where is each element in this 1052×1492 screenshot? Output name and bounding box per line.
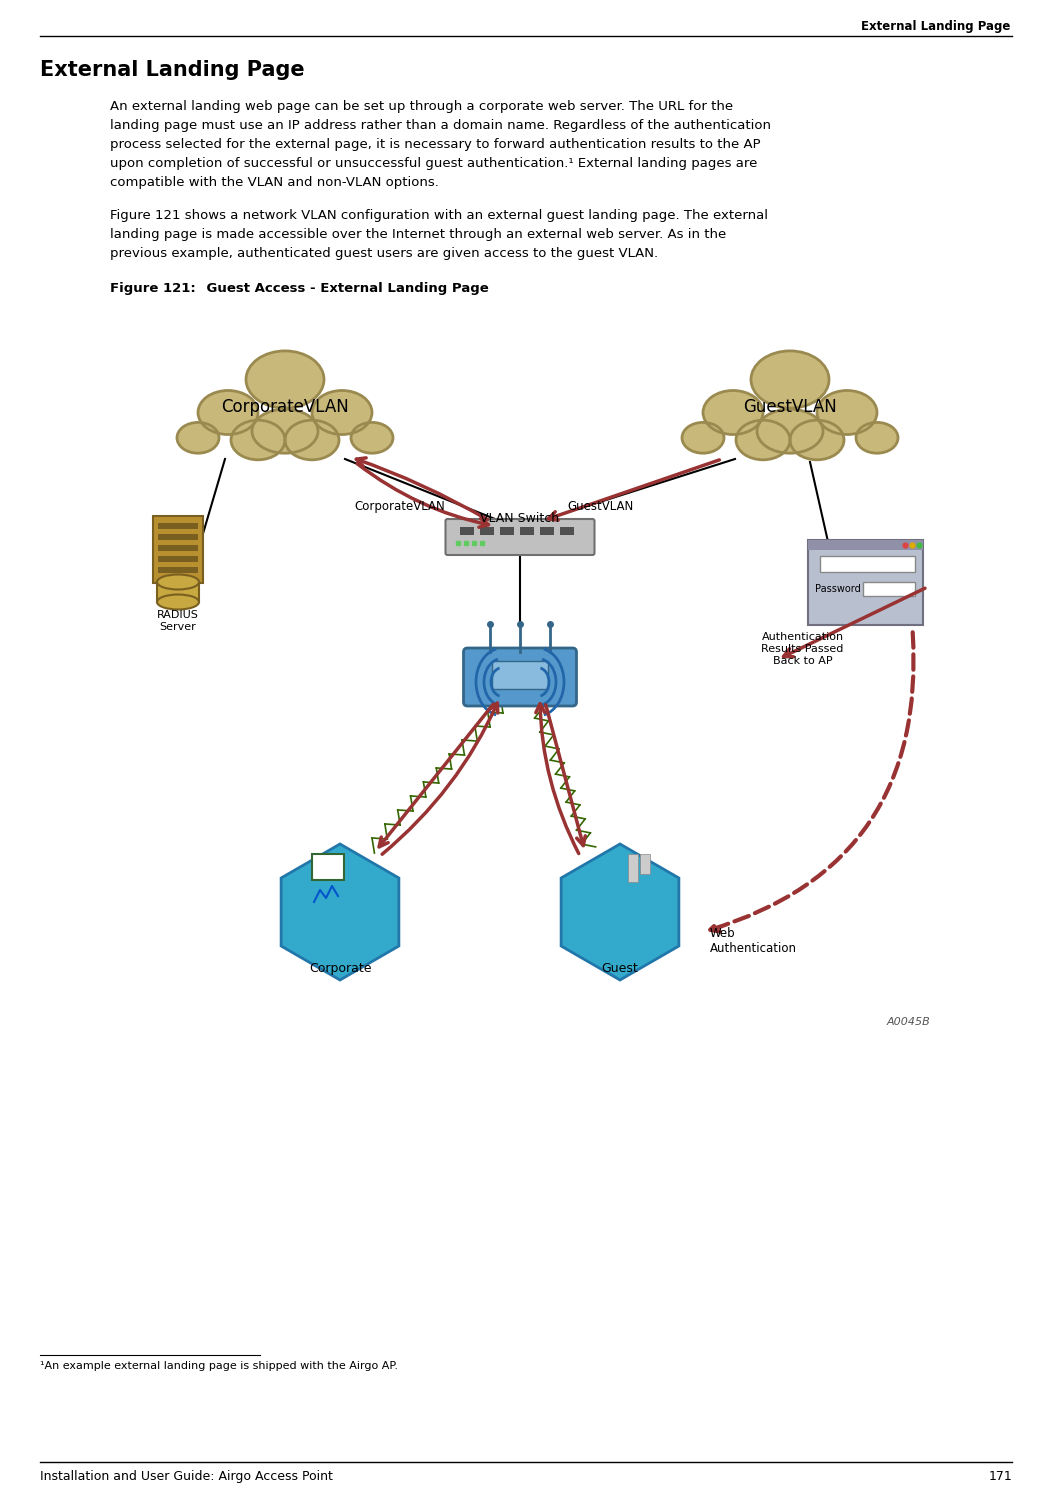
Bar (480, 527, 493, 536)
Bar (157, 582, 199, 601)
Text: Corporate: Corporate (308, 962, 371, 974)
FancyBboxPatch shape (153, 516, 203, 583)
Bar (808, 540, 923, 549)
Ellipse shape (682, 422, 724, 454)
Text: process selected for the external page, it is necessary to forward authenticatio: process selected for the external page, … (110, 137, 761, 151)
Ellipse shape (312, 391, 372, 434)
Bar (460, 527, 473, 536)
Ellipse shape (231, 421, 285, 460)
Text: 171: 171 (988, 1470, 1012, 1483)
Text: Authentication
Results Passed
Back to AP: Authentication Results Passed Back to AP (762, 633, 844, 665)
Bar (520, 527, 533, 536)
Bar (312, 853, 344, 880)
Text: A0045B: A0045B (886, 1018, 930, 1026)
FancyBboxPatch shape (445, 519, 594, 555)
Ellipse shape (351, 422, 393, 454)
Ellipse shape (252, 409, 318, 454)
Ellipse shape (157, 574, 199, 589)
Bar (158, 545, 198, 551)
Text: GuestVLAN: GuestVLAN (567, 500, 633, 513)
Text: VLAN Switch: VLAN Switch (481, 512, 560, 525)
Text: Installation and User Guide: Airgo Access Point: Installation and User Guide: Airgo Acces… (40, 1470, 332, 1483)
Bar (640, 853, 650, 874)
Text: upon completion of successful or unsuccessful guest authentication.¹ External la: upon completion of successful or unsucce… (110, 157, 757, 170)
Text: Figure 121:: Figure 121: (110, 282, 196, 295)
Bar (492, 661, 548, 689)
Bar (628, 853, 638, 882)
Ellipse shape (817, 391, 877, 434)
Text: Figure 121 shows a network VLAN configuration with an external guest landing pag: Figure 121 shows a network VLAN configur… (110, 209, 768, 222)
Text: External Landing Page: External Landing Page (40, 60, 305, 81)
Bar (863, 582, 914, 595)
FancyBboxPatch shape (808, 540, 923, 625)
Polygon shape (561, 844, 679, 980)
Text: Web
Authentication: Web Authentication (710, 927, 797, 955)
Text: Guest Access - External Landing Page: Guest Access - External Landing Page (188, 282, 489, 295)
Ellipse shape (157, 594, 199, 610)
Polygon shape (281, 844, 399, 980)
Text: GuestVLAN: GuestVLAN (743, 398, 837, 416)
Ellipse shape (856, 422, 898, 454)
Text: Password: Password (815, 583, 862, 594)
Bar (158, 524, 198, 530)
Text: ¹An example external landing page is shipped with the Airgo AP.: ¹An example external landing page is shi… (40, 1361, 398, 1371)
Text: Guest: Guest (602, 962, 639, 974)
Text: External Landing Page: External Landing Page (861, 19, 1010, 33)
Text: CorporateVLAN: CorporateVLAN (221, 398, 349, 416)
Text: An external landing web page can be set up through a corporate web server. The U: An external landing web page can be set … (110, 100, 733, 113)
Text: landing page is made accessible over the Internet through an external web server: landing page is made accessible over the… (110, 228, 726, 242)
Bar (820, 555, 914, 571)
Bar (560, 527, 573, 536)
Bar (540, 527, 553, 536)
Text: CorporateVLAN: CorporateVLAN (355, 500, 445, 513)
Text: RADIUS
Server: RADIUS Server (157, 610, 199, 631)
Ellipse shape (703, 391, 763, 434)
Text: landing page must use an IP address rather than a domain name. Regardless of the: landing page must use an IP address rath… (110, 119, 771, 131)
FancyBboxPatch shape (464, 648, 576, 706)
Text: compatible with the VLAN and non-VLAN options.: compatible with the VLAN and non-VLAN op… (110, 176, 439, 189)
Ellipse shape (285, 421, 339, 460)
Ellipse shape (198, 391, 258, 434)
Bar (158, 534, 198, 540)
Ellipse shape (177, 422, 219, 454)
Ellipse shape (736, 421, 790, 460)
Ellipse shape (790, 421, 844, 460)
Ellipse shape (751, 351, 829, 409)
Bar (158, 567, 198, 573)
Ellipse shape (757, 409, 823, 454)
Text: previous example, authenticated guest users are given access to the guest VLAN.: previous example, authenticated guest us… (110, 248, 659, 260)
Bar (500, 527, 513, 536)
Bar (158, 557, 198, 562)
Ellipse shape (246, 351, 324, 409)
